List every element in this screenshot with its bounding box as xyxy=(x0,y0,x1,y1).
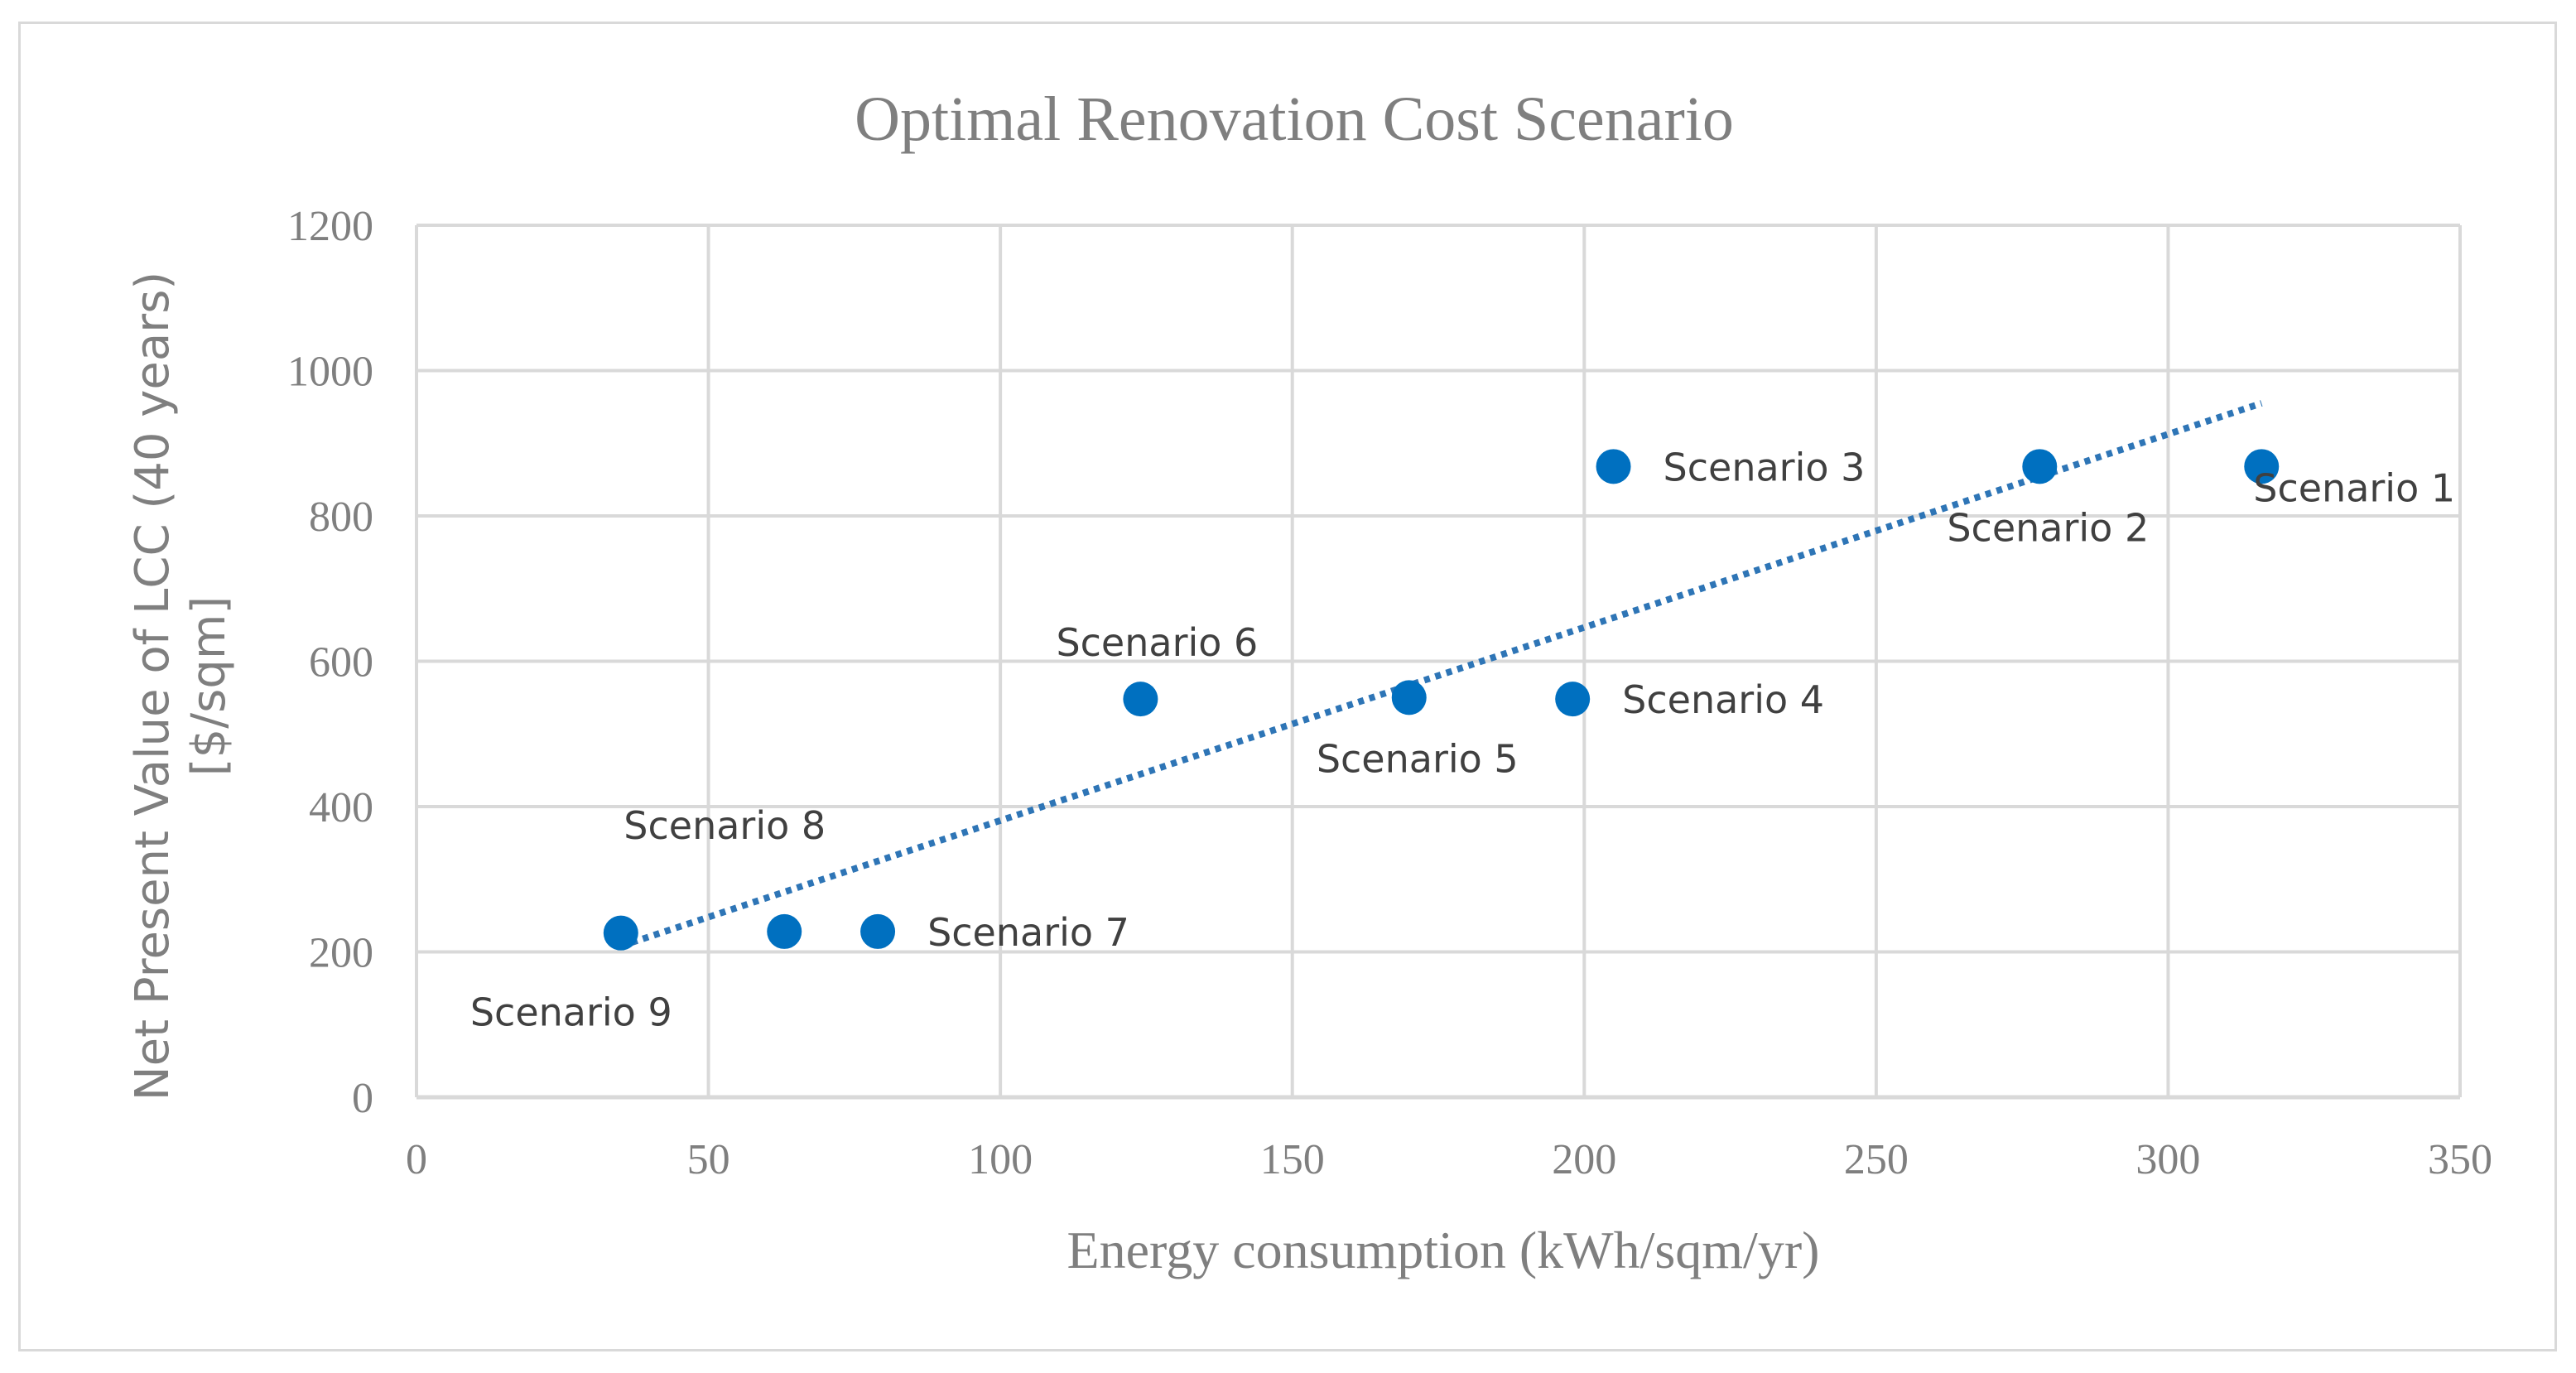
data-label-scenario-6: Scenario 6 xyxy=(1056,620,1258,665)
y-tick-label-1200: 1200 xyxy=(287,203,373,250)
y-tick-label-600: 600 xyxy=(309,639,373,686)
y-tick-label-200: 200 xyxy=(309,930,373,977)
data-point-scenario-8 xyxy=(767,913,802,949)
data-label-scenario-5: Scenario 5 xyxy=(1317,736,1519,781)
data-point-scenario-4 xyxy=(1555,682,1591,717)
x-tick-label-0: 0 xyxy=(406,1136,427,1183)
data-point-scenario-1 xyxy=(2244,449,2280,484)
scatter-chart: Optimal Renovation Cost Scenario Scenari… xyxy=(126,84,2492,1279)
chart-title: Optimal Renovation Cost Scenario xyxy=(855,84,1734,154)
linear-trendline xyxy=(619,400,2263,950)
trendline-layer xyxy=(619,400,2263,950)
y-tick-label-400: 400 xyxy=(309,784,373,831)
gridlines xyxy=(415,224,2462,1100)
x-tick-label-100: 100 xyxy=(968,1136,1033,1183)
x-tick-label-50: 50 xyxy=(687,1136,730,1183)
y-axis-title: Net Present Value of LCC (40 years) [$/sq… xyxy=(126,272,236,1101)
tick-labels: 0 200 400 600 800 1000 1200 0 50 100 150 200 250 300 3… xyxy=(287,203,2492,1183)
x-tick-label-200: 200 xyxy=(1552,1136,1616,1183)
x-tick-label-350: 350 xyxy=(2428,1136,2492,1183)
x-axis-title: Energy consumption (kWh/sqm/yr) xyxy=(1067,1221,1820,1279)
data-label-scenario-1: Scenario 1 xyxy=(2253,465,2455,510)
data-point-scenario-6 xyxy=(1123,682,1158,717)
y-tick-label-1000: 1000 xyxy=(287,349,373,396)
y-axis-title-line-2: [$/sqm] xyxy=(182,596,236,776)
data-point-scenario-7 xyxy=(860,913,896,949)
data-point-scenario-2 xyxy=(2022,449,2058,484)
data-labels: Scenario 1 Scenario 2 Scenario 3 Scenario 4… xyxy=(470,445,2455,1034)
data-point-scenario-3 xyxy=(1596,449,1631,484)
data-label-scenario-4: Scenario 4 xyxy=(1622,677,1824,722)
y-axis-title-line-1: Net Present Value of LCC (40 years) xyxy=(126,272,180,1101)
x-tick-label-250: 250 xyxy=(1844,1136,1909,1183)
data-label-scenario-2: Scenario 2 xyxy=(1947,505,2149,550)
data-label-scenario-3: Scenario 3 xyxy=(1664,445,1866,489)
data-point-scenario-9 xyxy=(603,915,638,951)
y-tick-label-0: 0 xyxy=(352,1075,373,1122)
x-tick-label-150: 150 xyxy=(1260,1136,1325,1183)
data-label-scenario-8: Scenario 8 xyxy=(624,803,826,848)
x-tick-label-300: 300 xyxy=(2135,1136,2200,1183)
data-label-scenario-9: Scenario 9 xyxy=(470,990,672,1035)
chart-frame: Optimal Renovation Cost Scenario Scenari… xyxy=(18,22,2557,1351)
data-points xyxy=(603,449,2280,951)
y-tick-label-800: 800 xyxy=(309,494,373,541)
data-label-scenario-7: Scenario 7 xyxy=(927,910,1129,955)
data-point-scenario-5 xyxy=(1391,680,1427,715)
